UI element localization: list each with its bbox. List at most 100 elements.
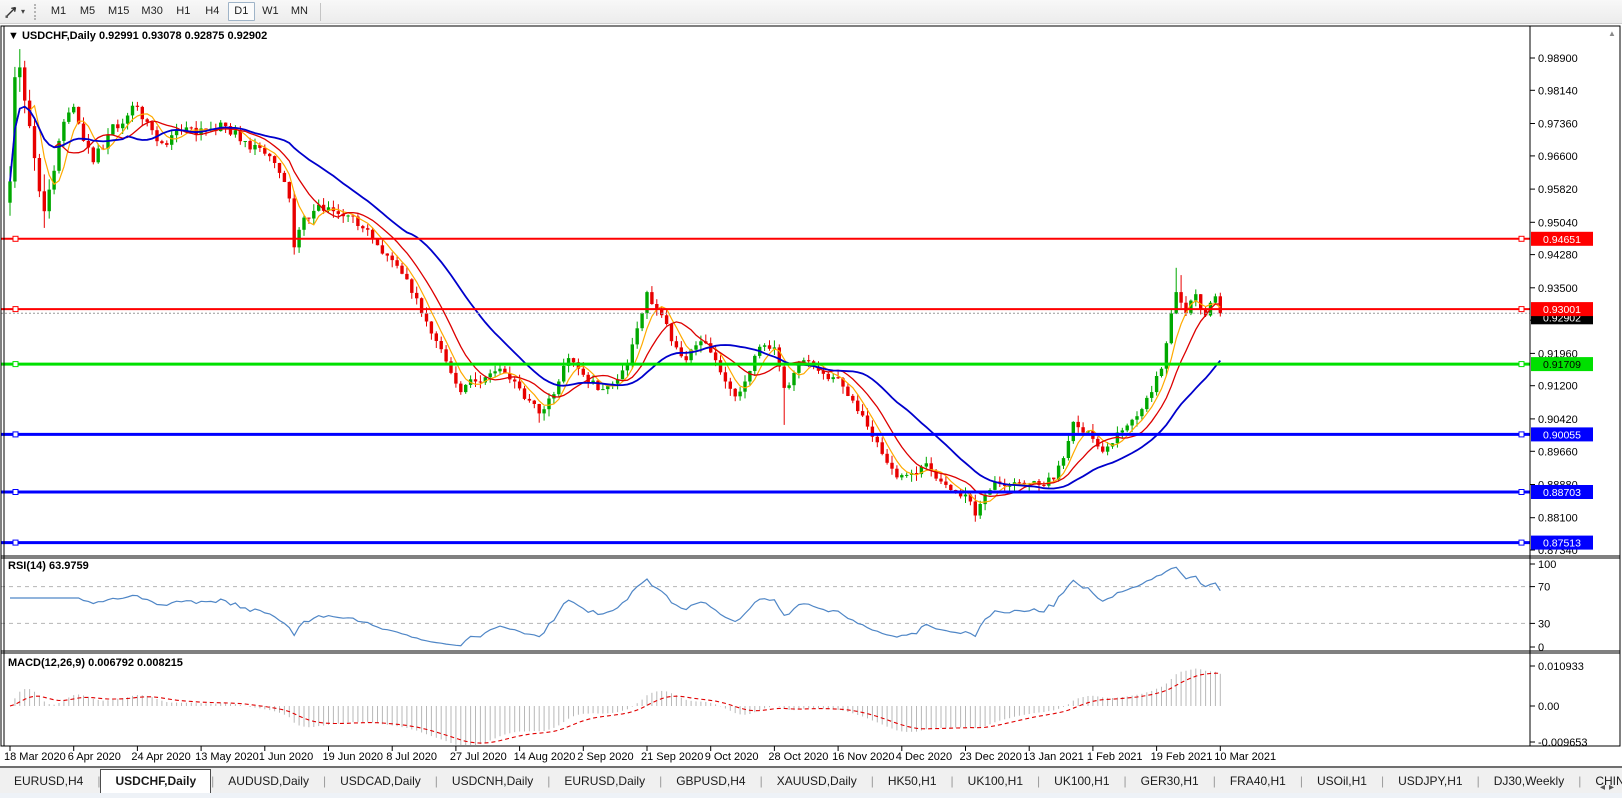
timeframe-m5[interactable]: M5	[79, 5, 96, 17]
svg-text:0: 0	[1538, 642, 1544, 654]
rsi-value: 63.9759	[48, 560, 89, 572]
ohlc-low: 0.92875	[184, 30, 225, 42]
tab-separator: |	[870, 774, 874, 788]
svg-text:27 Jul 2020: 27 Jul 2020	[450, 751, 507, 763]
tab-separator: |	[211, 774, 215, 788]
macd-signal-line	[9, 672, 1221, 744]
ohlc-close: 0.92902	[227, 30, 268, 42]
tab-usdchf-daily[interactable]: USDCHF,Daily	[100, 769, 212, 793]
horizontal-level-0.94651[interactable]	[1, 235, 1530, 242]
collapse-triangle-icon[interactable]: ▼	[8, 30, 19, 42]
svg-text:14 Aug 2020: 14 Aug 2020	[514, 751, 576, 763]
svg-text:0.96600: 0.96600	[1538, 151, 1578, 163]
svg-text:0.94651: 0.94651	[1543, 234, 1581, 246]
horizontal-level-0.87513[interactable]	[1, 539, 1530, 546]
tab-usdcnh-daily[interactable]: USDCNH,Daily	[451, 774, 534, 788]
tab-hk50-h1[interactable]: HK50,H1	[887, 774, 937, 788]
tab-separator: |	[1578, 774, 1582, 788]
timeframe-d1[interactable]: D1	[227, 2, 255, 21]
fast-ma-line[interactable]	[9, 104, 1221, 504]
svg-text:0.93500: 0.93500	[1538, 283, 1578, 295]
horizontal-level-0.91709[interactable]	[1, 361, 1530, 368]
svg-text:0.88703: 0.88703	[1543, 487, 1581, 499]
tab-separator: |	[97, 774, 101, 788]
toolbar-grip[interactable]	[34, 3, 39, 20]
level-price-tag-0.87513: 0.87513	[1531, 535, 1593, 550]
svg-text:0.88100: 0.88100	[1538, 513, 1578, 525]
tab-eurusd-daily[interactable]: EURUSD,Daily	[564, 774, 646, 788]
tab-scroll-left-icon[interactable]: ◂	[1599, 782, 1609, 793]
tab-usdjpy-h1[interactable]: USDJPY,H1	[1398, 774, 1463, 788]
cursor-tool-group[interactable]: ▾	[0, 0, 29, 24]
tab-separator: |	[1212, 774, 1216, 788]
level-price-tag-0.93001: 0.93001	[1531, 302, 1593, 317]
status-strip	[0, 793, 1622, 798]
chevron-down-icon[interactable]: ▾	[21, 7, 26, 16]
tab-dj30-weekly[interactable]: DJ30,Weekly	[1493, 774, 1565, 788]
chart-title: ▼ USDCHF,Daily 0.92991 0.93078 0.92875 0…	[8, 30, 267, 42]
level-price-tag-0.94651: 0.94651	[1531, 231, 1593, 246]
tab-separator: |	[1380, 774, 1385, 788]
tab-uk100-h1[interactable]: UK100,H1	[1054, 774, 1110, 788]
tab-audusd-daily[interactable]: AUDUSD,Daily	[228, 774, 309, 788]
tab-gbpusd-h4[interactable]: GBPUSD,H4	[676, 774, 746, 788]
horizontal-level-0.88703[interactable]	[1, 489, 1530, 495]
tab-eurusd-h4[interactable]: EURUSD,H4	[14, 774, 84, 788]
timeframe-mn[interactable]: MN	[290, 5, 308, 17]
svg-text:9 Oct 2020: 9 Oct 2020	[705, 751, 759, 763]
tab-scroll-arrows[interactable]: ◂▸	[1600, 782, 1618, 793]
timeframe-m15[interactable]: M15	[108, 5, 130, 17]
svg-text:0.91200: 0.91200	[1538, 381, 1578, 393]
tab-usoil-h1[interactable]: USOil,H1	[1316, 774, 1367, 788]
top-toolbar: ▾ M1 M5 M15 M30 H1 H4 D1 W1 MN	[0, 0, 1622, 24]
tab-ger30-h1[interactable]: GER30,H1	[1140, 774, 1199, 788]
panel-borders	[0, 25, 1621, 747]
ohlc-high: 0.93078	[141, 30, 182, 42]
svg-text:70: 70	[1538, 582, 1550, 594]
svg-text:4 Dec 2020: 4 Dec 2020	[896, 751, 952, 763]
svg-text:13 May 2020: 13 May 2020	[195, 751, 259, 763]
crosshair-cursor-icon[interactable]	[4, 4, 19, 19]
candlestick-series	[8, 49, 1222, 522]
tab-china300-h1[interactable]: CHINA300,H1	[1595, 774, 1622, 788]
timeframe-m1[interactable]: M1	[50, 5, 67, 17]
rsi-line	[10, 566, 1221, 647]
tab-uk100-h1[interactable]: UK100,H1	[967, 774, 1024, 788]
svg-text:0.95040: 0.95040	[1538, 217, 1578, 229]
svg-text:0.94280: 0.94280	[1538, 250, 1578, 262]
horizontal-level-0.90055[interactable]	[1, 431, 1530, 438]
timeframe-m30[interactable]: M30	[141, 5, 163, 17]
macd-signal-value: 0.008215	[137, 657, 183, 669]
svg-text:0.93001: 0.93001	[1543, 304, 1581, 316]
svg-text:0.00: 0.00	[1538, 701, 1559, 713]
macd-main-value: 0.006792	[88, 657, 134, 669]
svg-text:0.91709: 0.91709	[1543, 359, 1581, 371]
tab-fra40-h1[interactable]: FRA40,H1	[1229, 774, 1286, 788]
horizontal-level-0.93001[interactable]	[1, 306, 1530, 313]
svg-text:0.87513: 0.87513	[1543, 538, 1581, 550]
date-axis[interactable]: 18 Mar 2020 6 Apr 2020 24 Apr 2020 13 May 2…	[4, 746, 1276, 763]
mid-ma-line[interactable]	[9, 105, 1221, 498]
svg-text:100: 100	[1538, 559, 1556, 571]
tab-separator: |	[1037, 774, 1041, 788]
timeframe-h1[interactable]: H1	[176, 5, 191, 17]
svg-text:-0.009653: -0.009653	[1538, 737, 1588, 749]
macd-axis[interactable]: 0.010933 0.00 -0.009653	[1530, 661, 1588, 749]
rsi-axis[interactable]: 100 70 30 0	[1530, 559, 1556, 654]
tab-xauusd-daily[interactable]: XAUUSD,Daily	[776, 774, 857, 788]
tab-separator: |	[1123, 774, 1127, 788]
tab-separator: |	[950, 774, 954, 788]
tab-separator: |	[547, 774, 551, 788]
tab-separator: |	[659, 774, 663, 788]
timeframe-w1[interactable]: W1	[262, 5, 279, 17]
svg-text:0.97360: 0.97360	[1538, 119, 1578, 131]
scroll-up-icon[interactable]: ▲	[1608, 29, 1616, 38]
tab-scroll-right-icon[interactable]: ▸	[1608, 782, 1618, 793]
slow-ma-line[interactable]	[9, 105, 1221, 490]
timeframe-h4[interactable]: H4	[205, 5, 220, 17]
svg-text:28 Oct 2020: 28 Oct 2020	[768, 751, 828, 763]
level-price-tag-0.90055: 0.90055	[1531, 427, 1593, 442]
tab-usdcad-daily[interactable]: USDCAD,Daily	[340, 774, 421, 788]
